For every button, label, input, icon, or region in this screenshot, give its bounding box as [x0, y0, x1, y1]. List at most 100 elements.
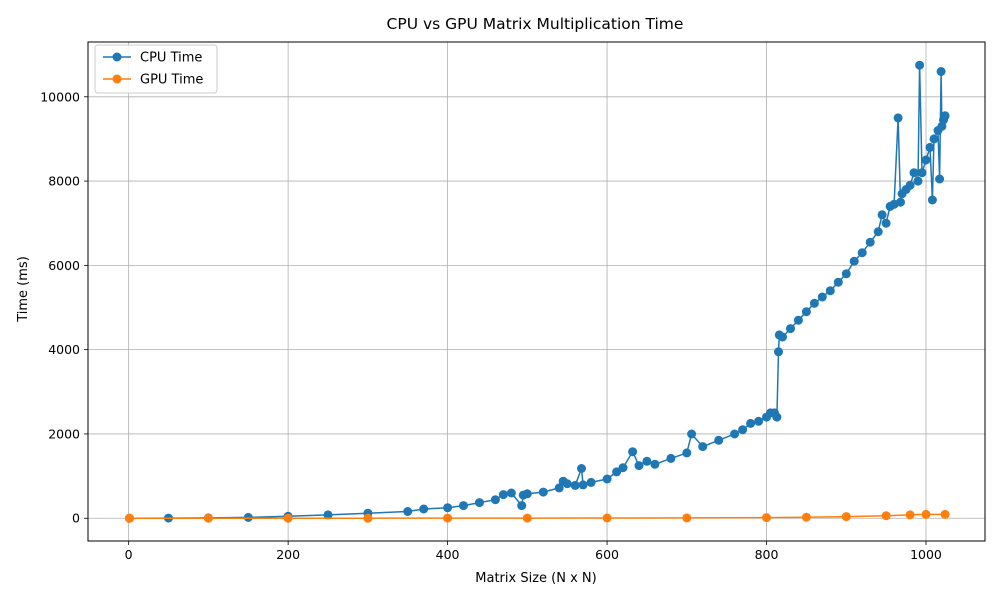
- data-point: [554, 483, 564, 493]
- data-point: [634, 461, 644, 471]
- data-point: [915, 60, 925, 70]
- data-point: [905, 180, 915, 190]
- data-point: [881, 218, 891, 228]
- data-point: [921, 509, 931, 519]
- legend: CPU Time GPU Time: [94, 44, 218, 94]
- data-point: [698, 442, 708, 452]
- data-point: [682, 513, 692, 523]
- plot-area: [87, 41, 986, 542]
- data-point: [893, 113, 903, 123]
- series-layer: [125, 60, 950, 523]
- x-tick-label: 800: [755, 547, 779, 562]
- legend-item: CPU Time: [103, 51, 202, 66]
- data-point: [243, 512, 253, 522]
- data-point: [498, 490, 508, 500]
- data-point: [746, 418, 756, 428]
- data-point: [687, 429, 697, 439]
- data-point: [877, 210, 887, 220]
- data-point: [841, 512, 851, 522]
- data-point: [517, 501, 527, 511]
- x-tick-label: 1000: [910, 547, 942, 562]
- data-point: [522, 513, 532, 523]
- data-point: [363, 513, 373, 523]
- data-point: [772, 412, 782, 422]
- data-point: [714, 435, 724, 445]
- data-point: [817, 292, 827, 302]
- data-point: [602, 474, 612, 484]
- data-point: [940, 509, 950, 519]
- data-point: [562, 479, 572, 489]
- data-point: [586, 477, 596, 487]
- series-2: [125, 509, 950, 523]
- data-point: [873, 227, 883, 237]
- legend-label: CPU Time: [140, 51, 202, 66]
- data-point: [577, 464, 586, 473]
- data-point: [778, 332, 787, 342]
- data-point: [419, 504, 429, 514]
- data-point: [774, 347, 783, 357]
- data-point: [506, 488, 516, 498]
- y-tick-label: 10000: [40, 89, 80, 104]
- series-line: [129, 65, 946, 519]
- data-point: [475, 498, 484, 508]
- data-point: [927, 195, 937, 205]
- data-point: [443, 503, 453, 513]
- data-point: [490, 495, 500, 505]
- data-point: [801, 307, 811, 317]
- x-axis-label: Matrix Size (N x N): [475, 571, 596, 586]
- y-axis-label: Time (ms): [16, 256, 31, 323]
- data-point: [786, 324, 795, 334]
- data-point: [642, 456, 652, 466]
- legend-item: GPU Time: [103, 73, 203, 88]
- data-point: [602, 513, 612, 523]
- grid-lines: [88, 42, 985, 541]
- data-point: [896, 197, 905, 207]
- x-tick-label: 200: [276, 547, 300, 562]
- data-point: [754, 416, 764, 426]
- data-point: [762, 513, 771, 523]
- legend-marker: [112, 74, 122, 84]
- data-point: [628, 447, 638, 457]
- data-point: [730, 429, 740, 439]
- y-tick-label: 8000: [48, 174, 80, 189]
- data-point: [940, 111, 950, 121]
- data-point: [125, 513, 134, 523]
- y-tick-label: 0: [72, 511, 80, 526]
- x-tick-label: 400: [436, 547, 460, 562]
- data-point: [459, 501, 468, 511]
- legend-label: GPU Time: [140, 73, 203, 88]
- y-tick-label: 6000: [48, 258, 80, 273]
- data-point: [666, 453, 676, 463]
- data-point: [849, 256, 859, 266]
- data-point: [865, 237, 875, 247]
- data-point: [881, 511, 891, 521]
- data-point: [841, 269, 851, 279]
- data-point: [905, 510, 915, 520]
- data-point: [909, 168, 919, 178]
- data-point: [801, 512, 811, 522]
- data-point: [650, 459, 660, 469]
- x-tick-label: 0: [125, 547, 133, 562]
- data-point: [570, 480, 580, 490]
- legend-marker: [112, 52, 122, 62]
- data-point: [538, 487, 548, 497]
- data-point: [857, 248, 867, 258]
- data-point: [682, 448, 692, 458]
- data-point: [522, 489, 532, 499]
- data-point: [913, 176, 923, 186]
- y-tick-label: 2000: [48, 426, 80, 441]
- data-point: [612, 467, 622, 477]
- data-point: [917, 168, 927, 178]
- series-1: [125, 60, 950, 523]
- data-point: [578, 480, 588, 490]
- data-point: [403, 507, 413, 516]
- data-point: [203, 513, 213, 523]
- data-point: [618, 463, 628, 473]
- data-point: [921, 155, 931, 165]
- data-point: [929, 134, 939, 144]
- data-point: [323, 510, 333, 520]
- data-point: [738, 425, 748, 435]
- chart-title: CPU vs GPU Matrix Multiplication Time: [387, 15, 684, 33]
